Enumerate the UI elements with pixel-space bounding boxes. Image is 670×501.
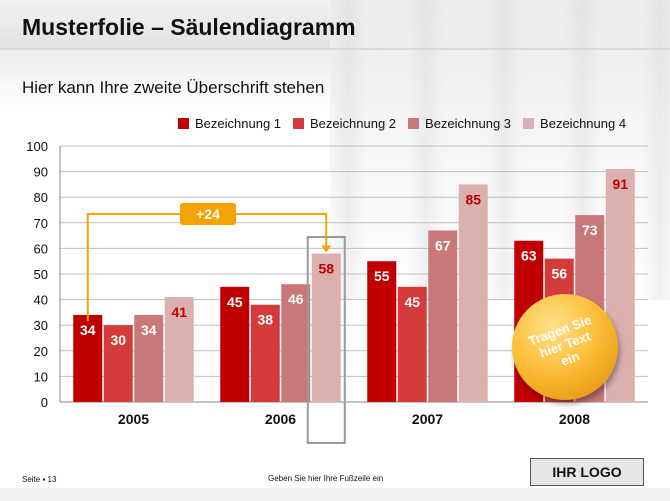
data-label: 30 [110, 332, 126, 348]
data-label: 46 [288, 291, 304, 307]
legend-item-2: Bezeichnung 2 [293, 116, 396, 131]
legend-label-1: Bezeichnung 1 [195, 115, 282, 131]
y-tick-label: 100 [26, 139, 48, 154]
bar [281, 284, 311, 402]
data-label: 55 [374, 268, 390, 284]
footer-strip [0, 488, 670, 501]
y-tick-label: 60 [34, 241, 48, 256]
bar [103, 325, 133, 402]
slide-title: Musterfolie – Säulendiagramm [22, 14, 356, 40]
data-label: 34 [141, 322, 157, 338]
y-tick-label: 0 [41, 395, 48, 410]
x-tick-label: 2005 [118, 411, 149, 427]
data-label: 73 [582, 222, 598, 238]
data-label: 41 [171, 304, 187, 320]
bar [164, 297, 194, 402]
legend-label-3: Bezeichnung 3 [425, 115, 512, 131]
slide-subtitle: Hier kann Ihre zweite Überschrift stehen [22, 78, 325, 97]
data-label: 58 [318, 261, 334, 277]
x-tick-label: 2007 [412, 411, 443, 427]
footer-text: Geben Sie hier Ihre Fußzeile ein [268, 474, 384, 483]
y-tick-label: 70 [34, 216, 48, 231]
legend-swatch-2 [293, 117, 305, 129]
logo-placeholder: IHR LOGO [530, 458, 644, 486]
bar [397, 286, 427, 402]
y-tick-label: 50 [34, 267, 48, 282]
y-tick-label: 30 [34, 318, 48, 333]
legend-label-4: Bezeichnung 4 [540, 115, 627, 131]
bar [311, 253, 341, 402]
data-label: 63 [521, 248, 537, 264]
y-tick-label: 20 [34, 344, 48, 359]
legend-label-2: Bezeichnung 2 [310, 115, 397, 131]
bar [220, 286, 250, 402]
badge-circle: Tragen Sie hier Text ein [512, 294, 618, 400]
y-tick-label: 80 [34, 190, 48, 205]
data-label: 45 [404, 294, 420, 310]
page-number: Seite ▪ 13 [22, 475, 57, 484]
legend-item-1: Bezeichnung 1 [178, 116, 281, 131]
x-tick-label: 2006 [265, 411, 296, 427]
legend-swatch-1 [178, 117, 189, 129]
data-label: 67 [435, 237, 451, 253]
chart-legend: Bezeichnung 1 Bezeichnung 2 Bezeichnung … [178, 114, 638, 132]
badge-text: Tragen Sie hier Text ein [508, 305, 623, 384]
data-label: 91 [612, 176, 628, 192]
y-tick-label: 40 [34, 293, 48, 308]
bar [134, 314, 164, 402]
y-tick-label: 10 [34, 369, 48, 384]
bar [73, 314, 103, 402]
legend-swatch-3 [408, 117, 420, 129]
data-label: 45 [227, 294, 243, 310]
bar [250, 304, 280, 402]
title-divider [0, 48, 670, 50]
data-label: 38 [257, 312, 273, 328]
bar [367, 261, 397, 402]
data-label: 85 [465, 191, 481, 207]
difference-callout: +24 [180, 203, 236, 225]
legend-item-4: Bezeichnung 4 [523, 116, 626, 131]
legend-swatch-4 [523, 117, 535, 129]
data-label: 34 [80, 322, 96, 338]
x-tick-label: 2008 [559, 411, 590, 427]
y-tick-label: 90 [34, 165, 48, 180]
legend-item-3: Bezeichnung 3 [408, 116, 511, 131]
bar [428, 230, 458, 402]
connector-arrowhead [321, 245, 332, 253]
bar [458, 184, 488, 402]
data-label: 56 [551, 266, 567, 282]
